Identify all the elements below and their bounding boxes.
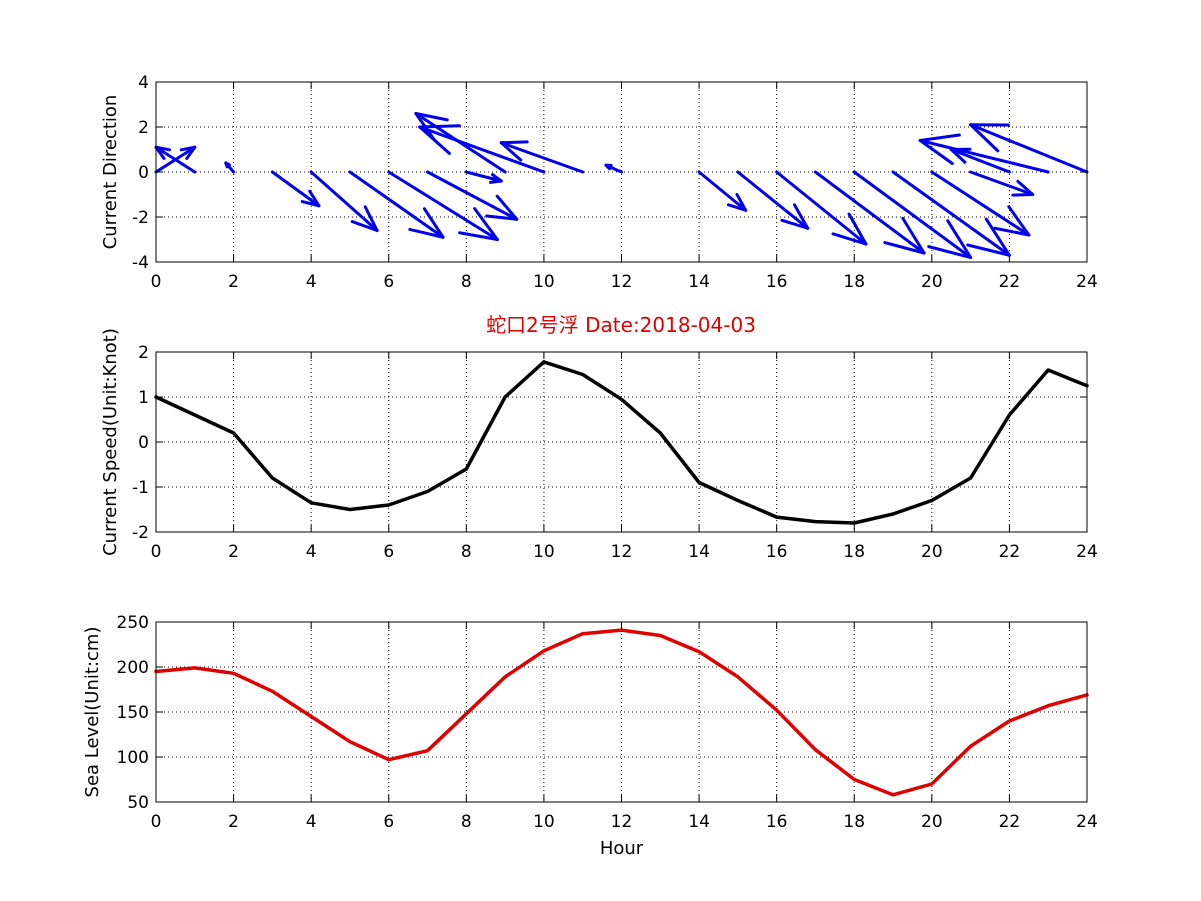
- speed-xtick-label-9: 18: [843, 542, 865, 562]
- direction-arrow-17: [813, 170, 926, 255]
- direction-arrow-20: [930, 170, 1031, 237]
- direction-arrow-5: [348, 170, 445, 239]
- direction-arrow-18: [852, 170, 973, 259]
- direction-xtick-label-5: 10: [533, 272, 555, 292]
- sealevel-xtick-label-5: 10: [533, 812, 555, 832]
- direction-xtick-label-1: 2: [228, 272, 239, 292]
- direction-xtick-label-6: 12: [611, 272, 633, 292]
- sealevel-xtick-label-7: 14: [688, 812, 710, 832]
- direction-arrow-16: [775, 170, 868, 246]
- speed-xtick-label-5: 10: [533, 542, 555, 562]
- direction-arrow-4: [309, 170, 379, 232]
- speed-ytick-label-1: 1: [138, 388, 149, 408]
- direction-ytick-label-4: -4: [132, 253, 149, 273]
- sealevel-xtick-label-10: 20: [921, 812, 943, 832]
- speed-ylabel: Current Speed(Unit:Knot): [100, 328, 121, 556]
- direction-arrow-24: [969, 123, 1089, 174]
- direction-arrow-11: [499, 140, 585, 174]
- direction-arrow-23: [918, 133, 1050, 174]
- speed-ytick-label-2: 0: [138, 433, 149, 453]
- speed-xtick-label-3: 6: [383, 542, 394, 562]
- speed-xtick-label-10: 20: [921, 542, 943, 562]
- figure-title: 蛇口2号浮 Date:2018-04-03: [486, 313, 756, 337]
- direction-arrow-8: [464, 170, 503, 184]
- sealevel-xlabel: Hour: [600, 838, 644, 859]
- direction-arrow-1: [154, 145, 197, 174]
- direction-arrow-21: [969, 170, 1035, 197]
- direction-xtick-label-12: 24: [1076, 272, 1098, 292]
- direction-xtick-label-11: 22: [999, 272, 1021, 292]
- direction-xtick-label-0: 0: [151, 272, 162, 292]
- sealevel-xtick-label-11: 22: [999, 812, 1021, 832]
- sealevel-ylabel: Sea Level(Unit:cm): [82, 627, 103, 798]
- direction-ytick-label-1: 2: [138, 118, 149, 138]
- direction-xtick-label-3: 6: [383, 272, 394, 292]
- sealevel-ytick-label-1: 200: [117, 658, 149, 678]
- sealevel-xtick-label-4: 8: [461, 812, 472, 832]
- speed-xtick-label-1: 2: [228, 542, 239, 562]
- sealevel-xtick-label-8: 16: [766, 812, 788, 832]
- speed-xtick-label-2: 4: [306, 542, 317, 562]
- direction-arrow-6: [387, 170, 499, 241]
- speed-ytick-label-3: -1: [132, 478, 149, 498]
- direction-arrow-12: [604, 163, 623, 174]
- sealevel-ytick-label-2: 150: [117, 703, 149, 723]
- direction-arrow-2: [224, 161, 236, 174]
- direction-xtick-label-10: 20: [921, 272, 943, 292]
- sealevel-ytick-label-3: 100: [117, 748, 149, 768]
- sealevel-ytick-label-0: 250: [117, 613, 149, 633]
- speed-xtick-label-12: 24: [1076, 542, 1098, 562]
- direction-xtick-label-8: 16: [766, 272, 788, 292]
- direction-arrow-14: [697, 170, 748, 212]
- sealevel-xtick-label-9: 18: [843, 812, 865, 832]
- direction-xtick-label-9: 18: [843, 272, 865, 292]
- direction-xtick-label-4: 8: [461, 272, 472, 292]
- speed-xtick-label-11: 22: [999, 542, 1021, 562]
- speed-xtick-label-0: 0: [151, 542, 162, 562]
- speed-ytick-label-0: 2: [138, 343, 149, 363]
- direction-arrow-10: [418, 124, 546, 174]
- direction-ytick-label-0: 4: [138, 73, 149, 93]
- speed-xtick-label-8: 16: [766, 542, 788, 562]
- direction-arrow-3: [270, 170, 321, 208]
- sealevel-xtick-label-0: 0: [151, 812, 162, 832]
- direction-arrow-19: [891, 170, 1011, 257]
- sealevel-xtick-label-12: 24: [1076, 812, 1098, 832]
- speed-xtick-label-6: 12: [611, 542, 633, 562]
- sealevel-xtick-label-6: 12: [611, 812, 633, 832]
- direction-xtick-label-2: 4: [306, 272, 317, 292]
- speed-ytick-label-4: -2: [132, 523, 149, 543]
- direction-xtick-label-7: 14: [688, 272, 710, 292]
- direction-arrow-7: [426, 170, 519, 221]
- direction-ylabel: Current Direction: [100, 95, 121, 250]
- sealevel-xtick-label-3: 6: [383, 812, 394, 832]
- direction-ytick-label-3: -2: [132, 208, 149, 228]
- direction-ytick-label-2: 0: [138, 163, 149, 183]
- sealevel-series-line: [154, 628, 1089, 797]
- direction-arrow-15: [736, 170, 810, 230]
- speed-xtick-label-4: 8: [461, 542, 472, 562]
- sealevel-xtick-label-2: 4: [306, 812, 317, 832]
- sealevel-ytick-label-4: 50: [127, 793, 149, 813]
- speed-series-line: [154, 360, 1089, 525]
- sealevel-xtick-label-1: 2: [228, 812, 239, 832]
- speed-xtick-label-7: 14: [688, 542, 710, 562]
